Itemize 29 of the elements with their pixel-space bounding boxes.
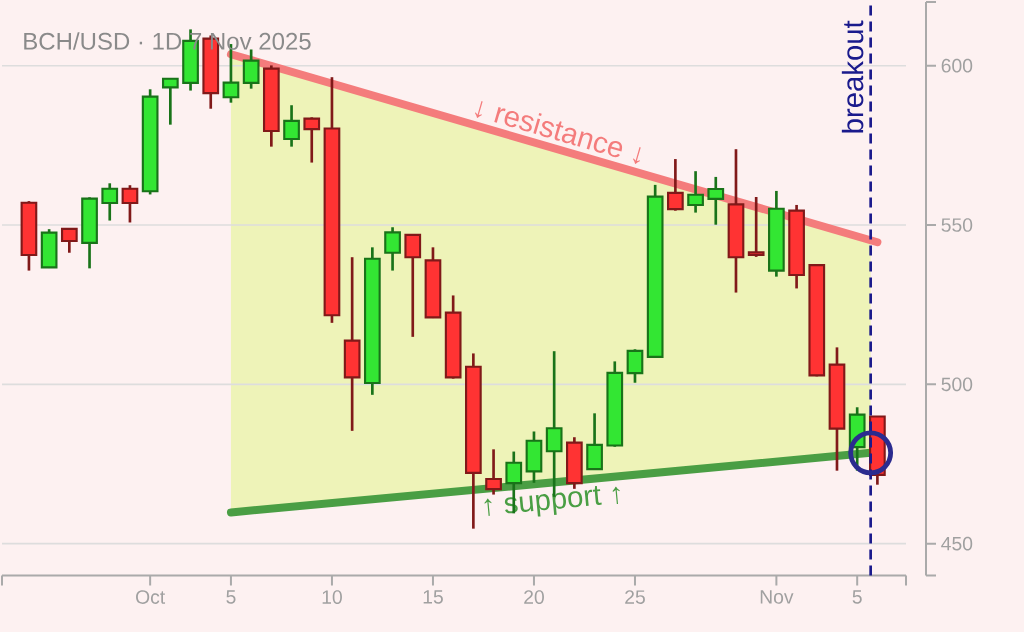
candlestick [303,115,321,164]
x-tick-label: 25 [625,590,645,604]
ref-line-label: breakout [841,20,864,133]
candlestick [485,447,502,496]
candlestick [161,77,179,126]
x-tick-label: 20 [524,590,544,604]
candlestick [667,157,684,213]
x-tick-label: 5 [852,590,862,604]
candlestick [60,226,78,255]
candlestick [242,48,260,90]
x-tick-label: Nov [760,590,794,604]
y-tick-label: 600 [941,58,973,73]
y-tick-label: 450 [941,536,973,551]
x-tick-label: 5 [226,590,236,604]
candlestick [707,175,725,227]
candlestick [404,233,422,339]
candlestick [384,225,401,272]
y-tick-label: 500 [941,377,973,392]
candlestick [687,169,704,214]
x-tick-label: 15 [423,590,443,604]
candlestick [101,181,119,222]
x-tick-label: 10 [322,590,342,604]
candlestick [121,183,139,224]
x-tick-label: Oct [136,590,166,604]
candlestick [283,103,300,148]
y-tick-label: 550 [941,218,973,232]
candlestick [747,195,765,259]
candlestick [626,347,644,385]
text: ↑ support ↑ [484,485,620,517]
